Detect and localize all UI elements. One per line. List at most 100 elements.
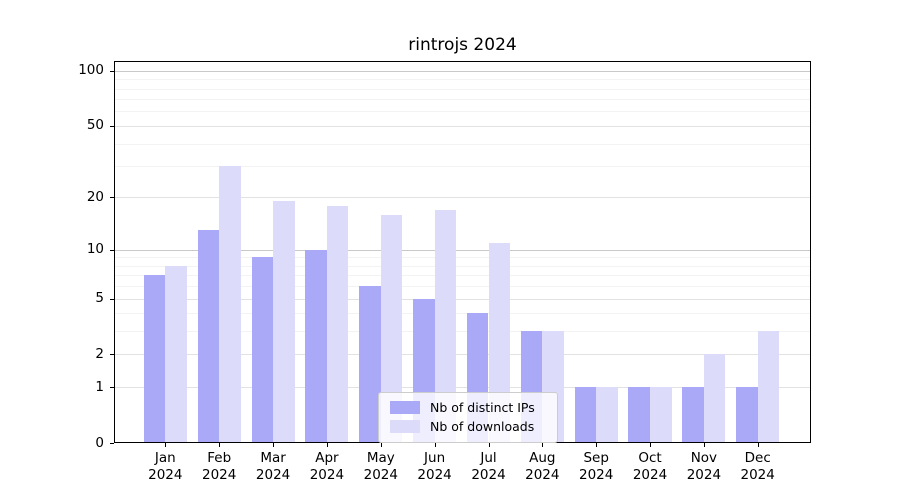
x-axis-tick xyxy=(380,443,382,447)
gridline xyxy=(114,257,811,259)
year-label: 2024 xyxy=(740,467,775,483)
year-label: 2024 xyxy=(363,467,398,483)
x-axis-tick-label: Dec 2024 xyxy=(726,450,790,484)
plot-area xyxy=(114,61,811,443)
year-label: 2024 xyxy=(202,467,237,483)
x-axis-tick-label: Sep 2024 xyxy=(564,450,628,484)
y-axis-tick xyxy=(110,125,114,127)
year-label: 2024 xyxy=(255,467,291,483)
year-label: 2024 xyxy=(632,467,668,483)
x-axis-tick xyxy=(757,443,759,447)
y-axis-tick xyxy=(110,443,114,444)
gridline xyxy=(114,70,811,72)
gridline xyxy=(114,125,811,127)
month-label: Feb xyxy=(207,450,232,466)
x-axis-tick xyxy=(219,443,221,447)
x-axis-tick xyxy=(434,443,436,447)
y-axis-tick-label: 100 xyxy=(78,62,104,79)
gridline xyxy=(114,387,811,389)
bar-downloads-sep xyxy=(596,387,618,443)
gridline xyxy=(114,354,811,356)
x-axis-tick-label: May 2024 xyxy=(349,450,413,484)
gridline xyxy=(114,265,811,267)
gridline xyxy=(114,286,811,288)
year-label: 2024 xyxy=(525,467,560,483)
bar-distinct-ips-sep xyxy=(574,387,597,443)
year-label: 2024 xyxy=(309,467,345,483)
bar-downloads-nov xyxy=(703,354,726,443)
legend-swatch-distinct-ips xyxy=(390,401,420,414)
legend-item-downloads: Nb of downloads xyxy=(390,417,547,436)
gridline xyxy=(114,331,811,333)
y-axis-tick-label: 50 xyxy=(86,117,104,134)
year-label: 2024 xyxy=(471,467,506,483)
month-label: Aug xyxy=(529,450,556,466)
x-axis-tick xyxy=(703,443,705,447)
x-axis-tick-label: Mar 2024 xyxy=(241,450,305,484)
bar-distinct-ips-oct xyxy=(628,387,650,443)
gridline xyxy=(114,275,811,277)
x-axis-tick xyxy=(650,443,651,447)
gridline xyxy=(114,197,811,199)
x-axis-tick xyxy=(165,443,167,447)
month-label: Oct xyxy=(638,450,662,466)
y-axis-tick xyxy=(110,70,114,72)
y-axis-tick-label: 10 xyxy=(86,241,104,258)
bar-downloads-oct xyxy=(650,387,672,443)
y-axis-tick-label: 2 xyxy=(95,345,104,362)
x-axis-tick-label: Nov 2024 xyxy=(672,450,736,484)
bar-distinct-ips-jan xyxy=(143,275,166,443)
bar-distinct-ips-feb xyxy=(197,230,220,443)
month-label: Sep xyxy=(583,450,609,466)
x-axis-tick-label: Jan 2024 xyxy=(133,450,197,484)
bar-downloads-apr xyxy=(326,205,349,443)
year-label: 2024 xyxy=(686,467,722,483)
year-label: 2024 xyxy=(417,467,452,483)
gridline xyxy=(114,79,811,81)
x-axis-tick xyxy=(326,443,328,447)
bar-distinct-ips-mar xyxy=(251,257,274,443)
bar-downloads-jan xyxy=(165,265,187,443)
gridline xyxy=(114,99,811,101)
chart-title: rintrojs 2024 xyxy=(408,35,517,55)
bar-distinct-ips-apr xyxy=(305,249,327,443)
y-axis-tick-label: 5 xyxy=(95,290,104,306)
gridline xyxy=(114,313,811,315)
gridline xyxy=(114,88,811,90)
year-label: 2024 xyxy=(579,467,614,483)
gridline xyxy=(114,166,811,167)
bar-distinct-ips-dec xyxy=(736,387,758,443)
y-axis-tick xyxy=(110,354,114,356)
bar-downloads-mar xyxy=(273,201,295,443)
x-axis-tick xyxy=(596,443,598,447)
x-axis-tick xyxy=(273,443,275,447)
legend-label-distinct-ips: Nb of distinct IPs xyxy=(430,400,535,415)
month-label: May xyxy=(366,450,395,466)
gridline xyxy=(114,111,811,113)
x-axis-tick-label: Jul 2024 xyxy=(457,450,521,484)
gridline xyxy=(114,143,811,145)
y-axis-tick-label: 20 xyxy=(86,188,104,205)
legend-label-downloads: Nb of downloads xyxy=(430,419,535,434)
x-axis-tick-label: Jun 2024 xyxy=(403,450,467,484)
bar-distinct-ips-may xyxy=(359,286,381,443)
x-axis-tick-label: Aug 2024 xyxy=(510,450,574,484)
month-label: Jul xyxy=(480,450,497,466)
month-label: Jun xyxy=(424,450,446,466)
y-axis-tick-label: 0 xyxy=(95,434,104,451)
month-label: Apr xyxy=(315,450,339,466)
gridline xyxy=(114,298,811,300)
x-axis-tick-label: Oct 2024 xyxy=(618,450,682,484)
y-axis-tick xyxy=(110,387,114,389)
bar-downloads-jun xyxy=(434,209,457,443)
x-axis-tick xyxy=(488,443,490,447)
gridline xyxy=(114,249,811,251)
y-axis-tick xyxy=(110,249,114,251)
y-axis-tick xyxy=(110,197,114,199)
month-label: Nov xyxy=(690,450,718,466)
y-axis-tick-label: 1 xyxy=(95,378,104,395)
bar-downloads-dec xyxy=(757,331,780,443)
legend-item-distinct-ips: Nb of distinct IPs xyxy=(390,398,547,417)
legend: Nb of distinct IPs Nb of downloads xyxy=(378,392,558,443)
